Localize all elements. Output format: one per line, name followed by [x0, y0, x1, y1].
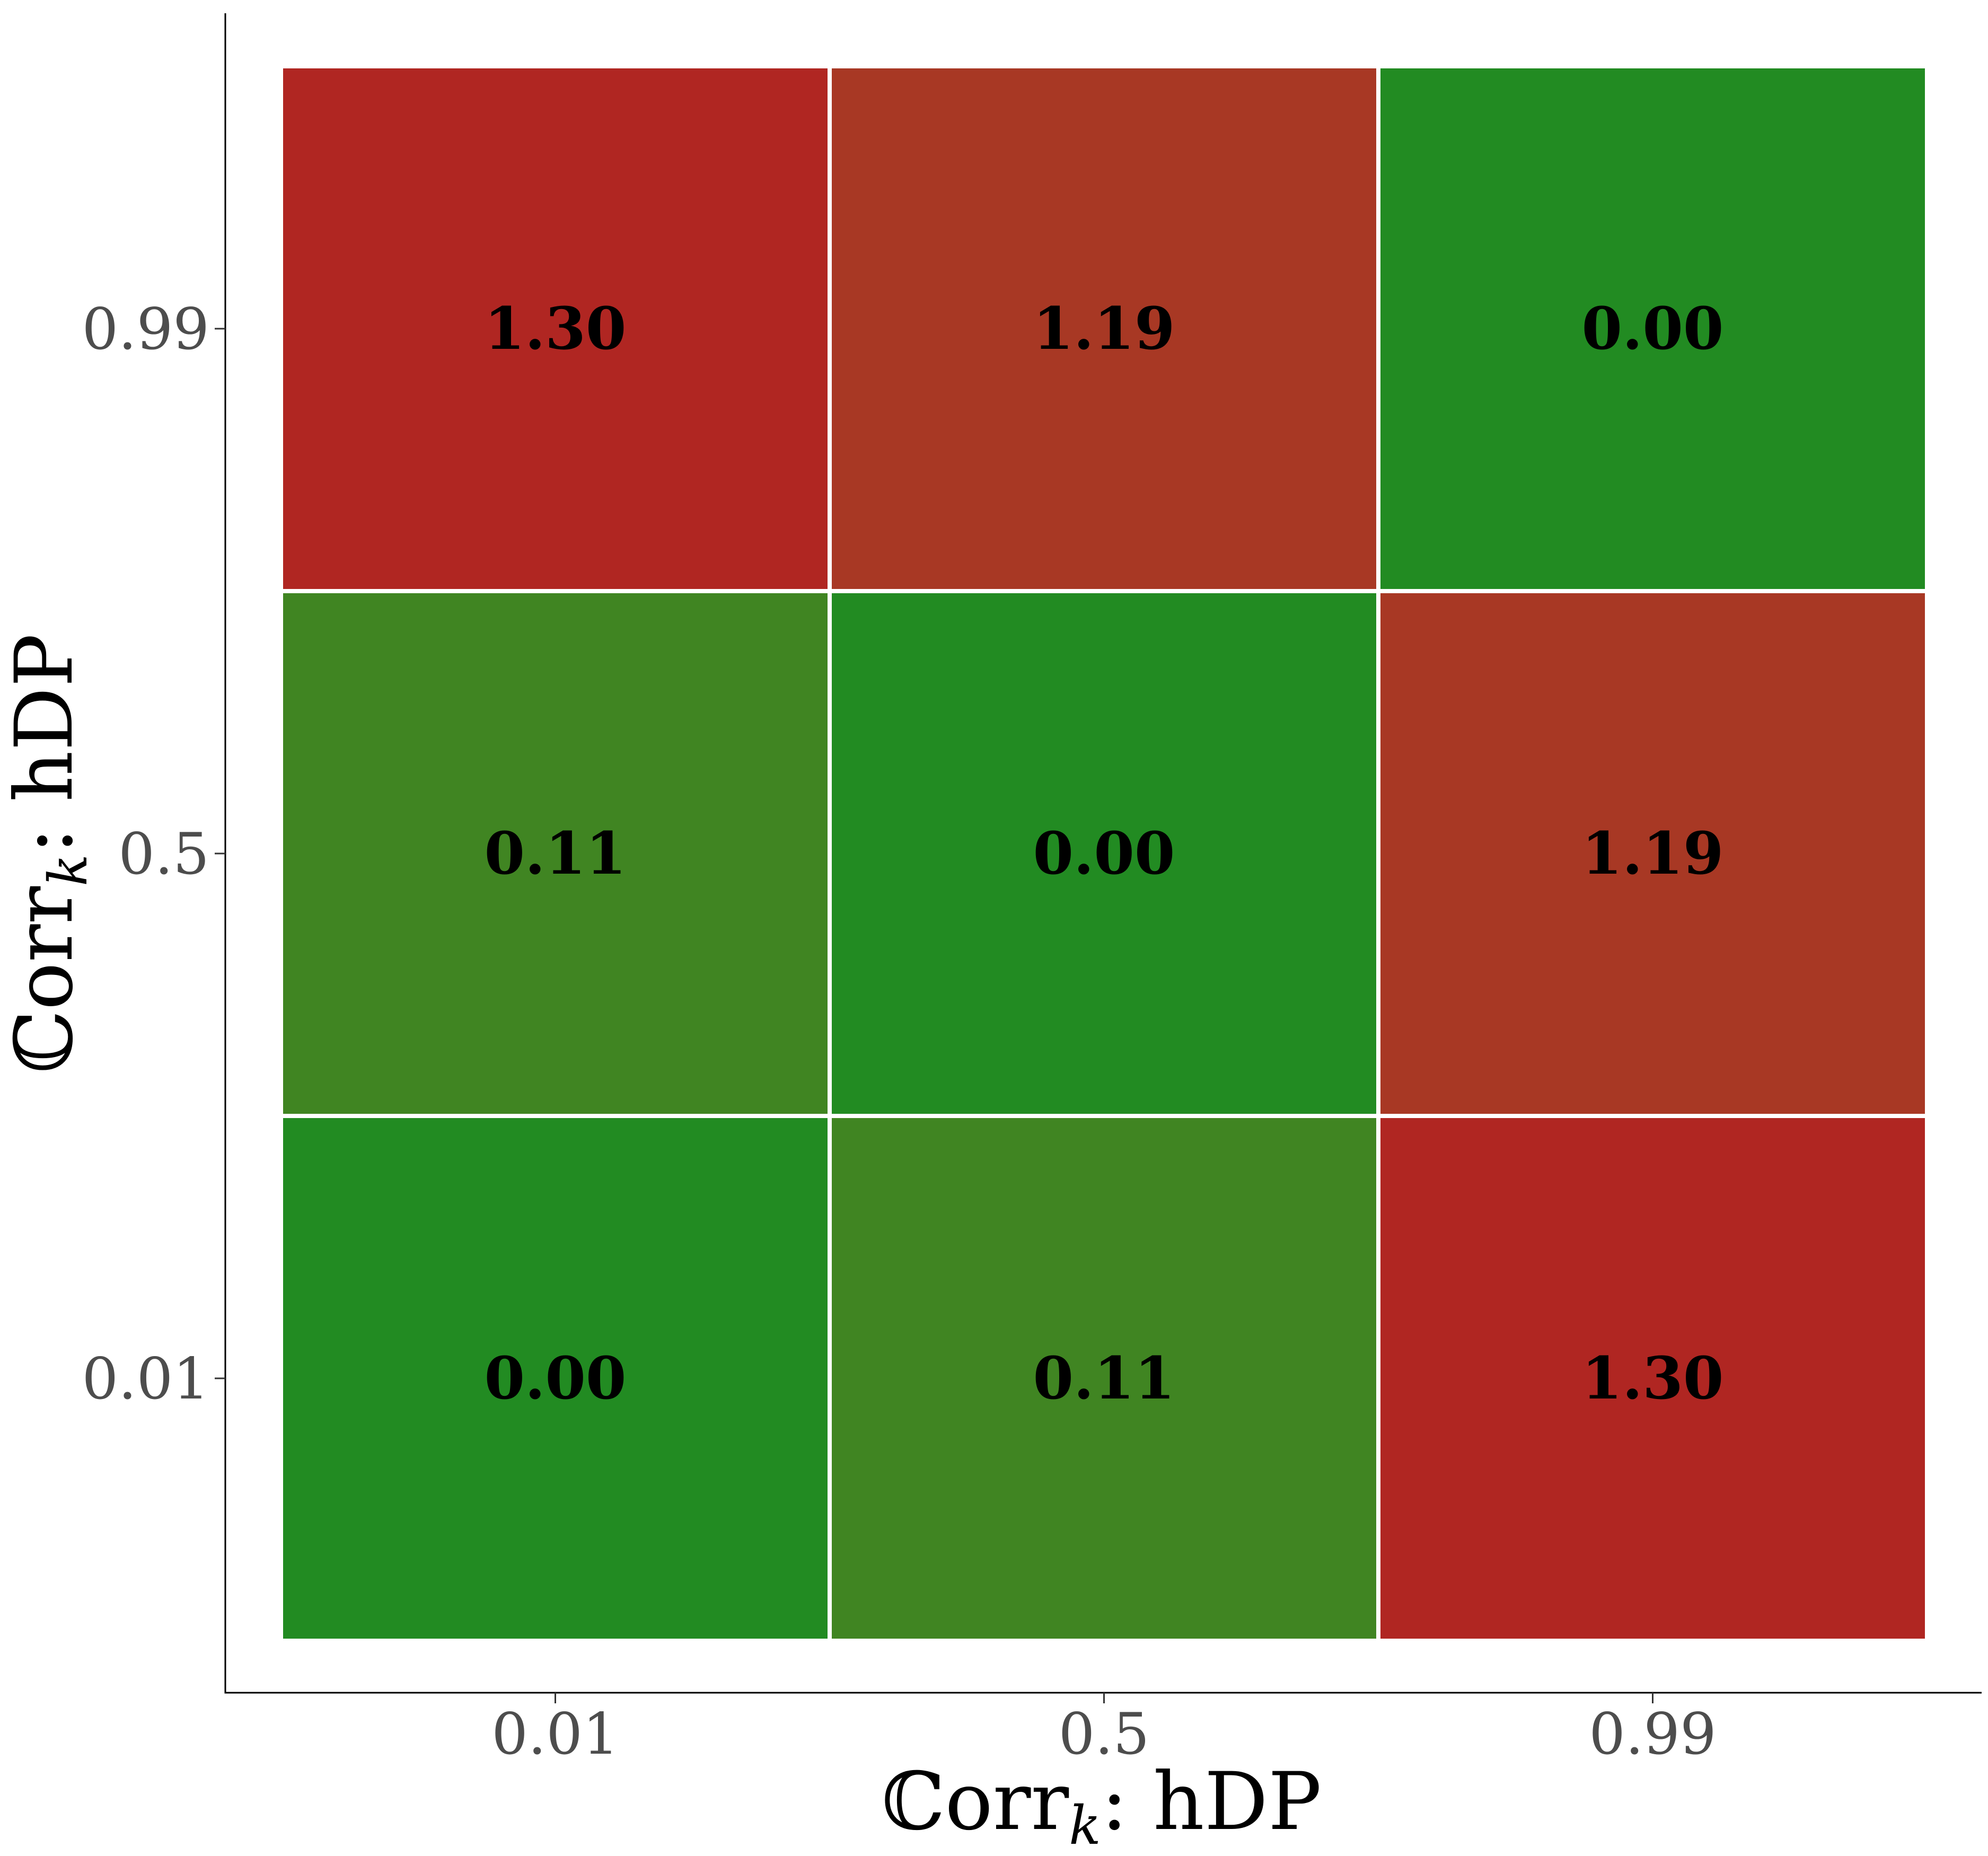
heatmap-cell-value: 0.11 [485, 819, 627, 887]
heatmap-cell [279, 1114, 832, 1643]
heatmap-cell [828, 64, 1380, 593]
heatmap-cell-value: 0.11 [1033, 1344, 1175, 1412]
x-tick-label: 0.99 [1589, 1701, 1716, 1767]
y-axis-title-subscript: k [37, 854, 99, 886]
y-tick-label: 0.01 [82, 1346, 209, 1412]
heatmap-cell [279, 589, 832, 1118]
heatmap-cell-labels: 0.00 0.11 1.30 0.11 0.00 1.19 1.30 1.19 0.00 [485, 294, 1724, 1412]
x-tick-label: 0.01 [491, 1701, 619, 1767]
y-axis-title: ℂorrk: hDP [0, 634, 99, 1074]
y-axis-title-suffix: : hDP [0, 634, 91, 854]
heatmap-cell-value: 0.00 [1582, 294, 1724, 363]
heatmap-cell-value: 1.30 [485, 294, 627, 363]
x-axis-title: ℂorrk: hDP [882, 1756, 1322, 1856]
y-axis-title-prefix: ℂorr [0, 886, 91, 1073]
y-tick-label: 0.99 [82, 296, 209, 363]
y-tick-label: 0.5 [118, 821, 209, 887]
heatmap-cell-value: 0.00 [1033, 819, 1175, 887]
heatmap-cell-value: 1.19 [1033, 294, 1175, 363]
x-axis-ticks: 0.01 0.5 0.99 [491, 1693, 1717, 1767]
axes [224, 13, 1982, 1694]
heatmap-cell-value: 1.19 [1582, 819, 1724, 887]
heatmap-cell-value: 1.30 [1582, 1344, 1724, 1412]
x-axis-title-prefix: ℂorr [882, 1756, 1069, 1848]
heatmap-cell [828, 589, 1380, 1118]
x-axis-title-subscript: k [1069, 1795, 1101, 1856]
heatmap-cell-value: 0.00 [485, 1344, 627, 1412]
heatmap-cell [279, 64, 832, 593]
x-axis-title-suffix: : hDP [1101, 1756, 1322, 1848]
heatmap-cell [1376, 64, 1929, 593]
x-tick-label: 0.5 [1059, 1701, 1150, 1767]
heatmap-cell [1376, 589, 1929, 1118]
y-axis-ticks: 0.01 0.5 0.99 [82, 296, 225, 1412]
axis-lines [224, 13, 1982, 1694]
heatmap-cell [828, 1114, 1380, 1643]
heatmap-cells [279, 64, 1929, 1643]
